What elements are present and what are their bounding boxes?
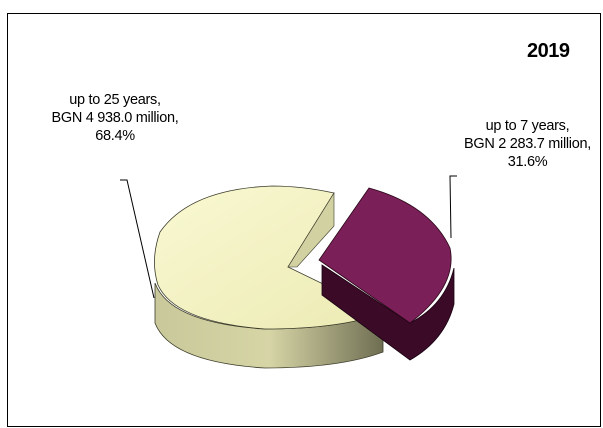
pie-slice-short-side: [321, 264, 455, 361]
slice-label-long: up to 25 years, BGN 4 938.0 million, 68.…: [30, 91, 200, 145]
chart-title: 2019: [527, 40, 570, 62]
pie-slice-short-top: [318, 187, 452, 324]
slice-label-short-line-1: up to 7 years,: [485, 118, 570, 134]
pie-slice-short: [318, 187, 455, 361]
leader-line-long: [120, 179, 155, 299]
slice-label-long-line-2: BGN 4 938.0 million,: [51, 110, 179, 126]
pie-slice-long-cut-face: [287, 191, 335, 268]
slice-label-short: up to 7 years, BGN 2 283.7 million, 31.6…: [440, 117, 603, 171]
slice-label-long-line-1: up to 25 years,: [69, 92, 161, 108]
slice-label-short-line-2: BGN 2 283.7 million,: [464, 136, 591, 152]
slice-label-long-line-3: 68.4%: [95, 128, 135, 144]
leader-line-short: [449, 175, 457, 239]
slice-label-short-line-3: 31.6%: [507, 154, 548, 170]
pie-slice-long-side: [154, 282, 384, 369]
